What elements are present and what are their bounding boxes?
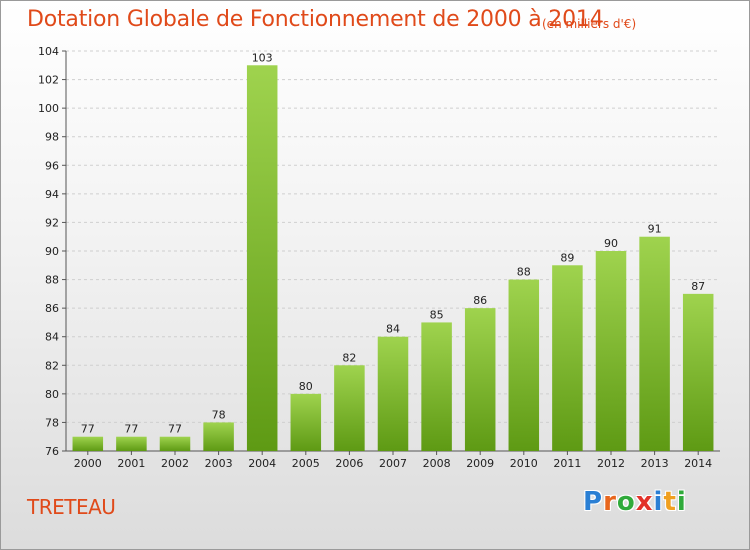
x-tick-label: 2005 — [292, 457, 320, 470]
labels: 76 78 80 82 84 86 88 90 92 94 96 98 100 102 104 77 2000 7… — [38, 45, 712, 470]
bar-value-label: 80 — [299, 380, 313, 393]
bar-value-label: 77 — [168, 423, 182, 436]
x-tick-label: 2006 — [335, 457, 363, 470]
bar-value-label: 103 — [252, 51, 273, 64]
bar-2010 — [508, 279, 540, 451]
logo-letter: i — [653, 487, 664, 517]
logo-letter: o — [616, 487, 636, 517]
bar-2012 — [595, 251, 627, 451]
logo-letter: x — [635, 487, 654, 517]
x-tick-label: 2004 — [248, 457, 276, 470]
bars — [72, 65, 714, 452]
bar-2002 — [159, 436, 191, 451]
bar-2007 — [377, 336, 409, 451]
y-tick-label: 104 — [38, 45, 59, 58]
y-tick-label: 78 — [45, 416, 59, 429]
bar-2005 — [290, 393, 322, 451]
bar-value-label: 78 — [212, 408, 226, 421]
bar-value-label: 82 — [342, 351, 356, 364]
bar-value-label: 86 — [473, 294, 487, 307]
bar-2014 — [682, 293, 714, 451]
y-tick-label: 86 — [45, 302, 59, 315]
bar-2009 — [464, 308, 496, 451]
bar-value-label: 90 — [604, 237, 618, 250]
bar-2006 — [334, 365, 365, 451]
chart-unit: (en milliers d'€) — [542, 17, 637, 31]
bar-value-label: 88 — [517, 266, 531, 279]
bar-value-label: 87 — [691, 280, 705, 293]
y-tick-label: 90 — [45, 245, 59, 258]
bar-2004 — [246, 65, 278, 452]
x-tick-label: 2011 — [553, 457, 581, 470]
x-tick-label: 2007 — [379, 457, 407, 470]
y-tick-label: 100 — [38, 102, 59, 115]
y-tick-label: 88 — [45, 274, 59, 287]
y-tick-label: 96 — [45, 159, 59, 172]
x-tick-label: 2014 — [684, 457, 712, 470]
y-tick-label: 92 — [45, 216, 59, 229]
proxiti-logo: Proxiti — [583, 487, 687, 517]
x-tick-label: 2008 — [423, 457, 451, 470]
commune-name: TRETEAU — [27, 495, 116, 519]
logo-letter: r — [603, 487, 617, 517]
y-tick-label: 98 — [45, 131, 59, 144]
bar-value-label: 89 — [560, 251, 574, 264]
logo-letter: i — [676, 487, 687, 517]
x-tick-label: 2003 — [205, 457, 233, 470]
y-tick-label: 80 — [45, 388, 59, 401]
chart-title: Dotation Globale de Fonctionnement de 20… — [27, 7, 604, 32]
bar-2008 — [421, 322, 452, 451]
bar-2013 — [639, 236, 670, 451]
y-tick-label: 102 — [38, 74, 59, 87]
x-tick-label: 2001 — [117, 457, 145, 470]
y-tick-label: 94 — [45, 188, 59, 201]
x-tick-label: 2002 — [161, 457, 189, 470]
y-tick-label: 76 — [45, 445, 59, 458]
x-tick-label: 2009 — [466, 457, 494, 470]
bar-2011 — [552, 265, 583, 451]
x-tick-label: 2010 — [510, 457, 538, 470]
bar-2001 — [116, 436, 147, 451]
logo-letter: P — [583, 487, 604, 517]
x-tick-label: 2000 — [74, 457, 102, 470]
bar-value-label: 91 — [648, 223, 662, 236]
y-tick-label: 82 — [45, 359, 59, 372]
logo-letter: t — [663, 487, 677, 517]
bar-2000 — [72, 436, 104, 451]
x-tick-label: 2012 — [597, 457, 625, 470]
bar-value-label: 77 — [81, 423, 95, 436]
bar-value-label: 84 — [386, 323, 400, 336]
x-tick-label: 2013 — [641, 457, 669, 470]
bar-value-label: 77 — [124, 423, 138, 436]
bar-value-label: 85 — [430, 308, 444, 321]
y-tick-label: 84 — [45, 331, 59, 344]
bar-2003 — [203, 422, 234, 451]
